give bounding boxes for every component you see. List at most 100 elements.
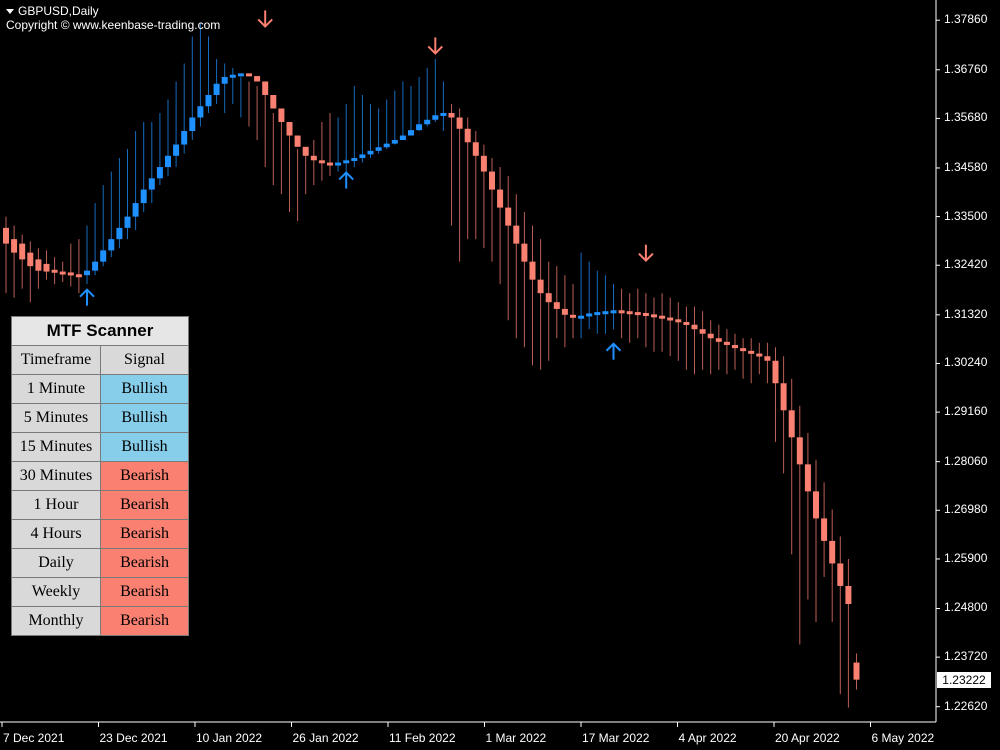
bear-candle-body — [327, 162, 333, 166]
bear-candle-body — [262, 81, 269, 95]
bull-candle-body — [343, 160, 350, 164]
bear-candle-body — [318, 160, 325, 164]
date-tick-label: 4 Apr 2022 — [678, 731, 737, 745]
bear-candle-body — [780, 383, 787, 411]
bear-candle-body — [27, 252, 34, 267]
bear-candle-body — [683, 322, 690, 326]
signal-cell: Bearish — [100, 548, 189, 578]
timeframe-cell: 1 Hour — [11, 490, 101, 520]
bull-candle-body — [424, 119, 431, 125]
bull-candle-body — [367, 150, 374, 155]
bear-candle-body — [788, 410, 795, 438]
signal-cell: Bearish — [100, 577, 189, 607]
bull-candle-body — [351, 158, 358, 162]
bear-candle-body — [513, 225, 520, 244]
bear-candle-body — [464, 128, 471, 143]
bear-candle-body — [529, 261, 536, 280]
bear-candle-body — [626, 311, 633, 315]
price-tick-label: 1.31320 — [944, 306, 988, 321]
bull-candle-body — [229, 74, 236, 78]
date-tick-label: 26 Jan 2022 — [292, 731, 359, 745]
price-tick-label: 1.32420 — [944, 257, 988, 272]
bull-candle-body — [375, 147, 382, 151]
bear-candle-body — [310, 155, 317, 161]
timeframe-cell: Monthly — [11, 606, 101, 636]
date-tick-label: 11 Feb 2022 — [389, 731, 456, 745]
bear-candle-body — [302, 146, 309, 156]
signal-cell: Bullish — [100, 432, 189, 462]
up-arrow-icon — [79, 288, 95, 306]
signal-arrows-layer — [79, 10, 654, 360]
bull-candle-body — [132, 203, 139, 217]
bull-candle-body — [602, 311, 609, 315]
bull-candle-body — [594, 312, 601, 316]
current-price-label: 1.23222 — [937, 672, 991, 688]
bear-candle-body — [837, 563, 844, 586]
price-tick-label: 1.29160 — [944, 404, 988, 419]
bull-candle-body — [156, 167, 163, 179]
bear-candle-body — [764, 356, 771, 361]
bear-candle-body — [472, 142, 479, 156]
bull-candle-body — [416, 124, 423, 131]
scanner-row: Monthly Bearish — [11, 606, 189, 636]
time-axis-ticks — [1, 722, 871, 727]
signal-cell: Bullish — [100, 374, 189, 404]
date-tick-label: 10 Jan 2022 — [196, 731, 263, 745]
bear-candle-body — [667, 317, 674, 321]
bear-candle-body — [772, 360, 779, 384]
bull-candle-body — [359, 154, 366, 159]
bear-candle-body — [59, 271, 66, 275]
price-tick-label: 1.35680 — [944, 110, 988, 125]
bear-candle-body — [278, 108, 285, 123]
price-tick-label: 1.34580 — [944, 159, 988, 174]
timeframe-column-header: Timeframe — [11, 345, 101, 375]
bull-candle-body — [165, 155, 171, 168]
bear-candle-body — [651, 314, 657, 318]
bear-candle-body — [67, 272, 74, 276]
bear-candle-body — [537, 279, 544, 294]
signal-cell: Bullish — [100, 403, 189, 433]
bear-candle-body — [561, 308, 568, 315]
chart-symbol-title[interactable]: GBPUSD,Daily — [6, 4, 99, 18]
timeframe-cell: 4 Hours — [11, 519, 101, 549]
bear-candle-body — [853, 662, 860, 680]
scanner-rows: 1 Minute Bullish 5 Minutes Bullish 15 Minute… — [11, 374, 189, 636]
bull-candle-body — [108, 239, 115, 251]
bear-candle-body — [294, 135, 301, 147]
date-tick-label: 20 Apr 2022 — [775, 731, 840, 745]
price-tick-label: 1.24800 — [944, 600, 988, 615]
scanner-row: Daily Bearish — [11, 548, 189, 578]
bear-candle-body — [732, 344, 738, 349]
bear-candle-body — [75, 274, 82, 278]
bear-candle-body — [804, 464, 811, 492]
dropdown-triangle-icon[interactable] — [6, 9, 14, 15]
candles-layer — [3, 22, 860, 708]
scanner-row: 4 Hours Bearish — [11, 519, 189, 549]
bull-candle-body — [100, 250, 107, 262]
scanner-row: 1 Minute Bullish — [11, 374, 189, 404]
bull-candle-body — [148, 178, 155, 190]
bear-candle-body — [634, 312, 641, 316]
price-tick-label: 1.25900 — [944, 550, 988, 565]
bull-candle-body — [173, 144, 180, 156]
bear-candle-body — [675, 319, 682, 323]
bear-candle-body — [19, 243, 26, 260]
bull-candle-body — [181, 131, 188, 145]
down-arrow-icon — [257, 10, 273, 28]
bear-candle-body — [254, 76, 261, 82]
bear-candle-body — [740, 348, 747, 352]
bull-candle-body — [124, 216, 131, 228]
bull-candle-body — [399, 135, 406, 141]
timeframe-cell: 15 Minutes — [11, 432, 101, 462]
bear-candle-body — [723, 341, 730, 345]
bear-candle-body — [707, 333, 714, 339]
bear-candle-body — [497, 189, 504, 208]
bear-candle-body — [829, 540, 836, 564]
bull-candle-body — [205, 94, 212, 107]
scanner-row: Weekly Bearish — [11, 577, 189, 607]
bear-candle-body — [35, 259, 42, 271]
price-tick-label: 1.37860 — [944, 12, 988, 27]
bull-candle-body — [140, 189, 147, 204]
bear-candle-body — [11, 239, 18, 253]
bull-candle-body — [197, 106, 204, 118]
